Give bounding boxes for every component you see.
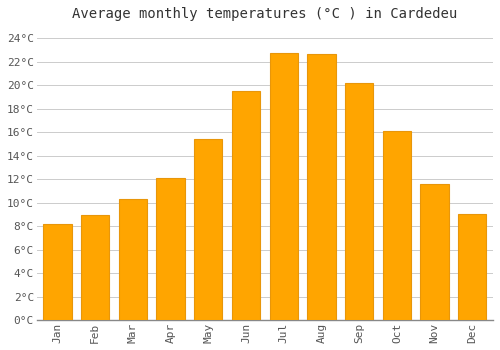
Bar [156, 178, 184, 320]
Bar [458, 214, 486, 320]
Bar [270, 53, 298, 320]
Bar [308, 55, 336, 320]
Bar [420, 184, 448, 320]
Title: Average monthly temperatures (°C ) in Cardedeu: Average monthly temperatures (°C ) in Ca… [72, 7, 458, 21]
Bar [81, 216, 110, 320]
Bar [118, 199, 147, 320]
Bar [44, 224, 72, 320]
Bar [345, 83, 374, 320]
Bar [382, 131, 411, 320]
Bar [232, 91, 260, 320]
Bar [194, 139, 222, 320]
